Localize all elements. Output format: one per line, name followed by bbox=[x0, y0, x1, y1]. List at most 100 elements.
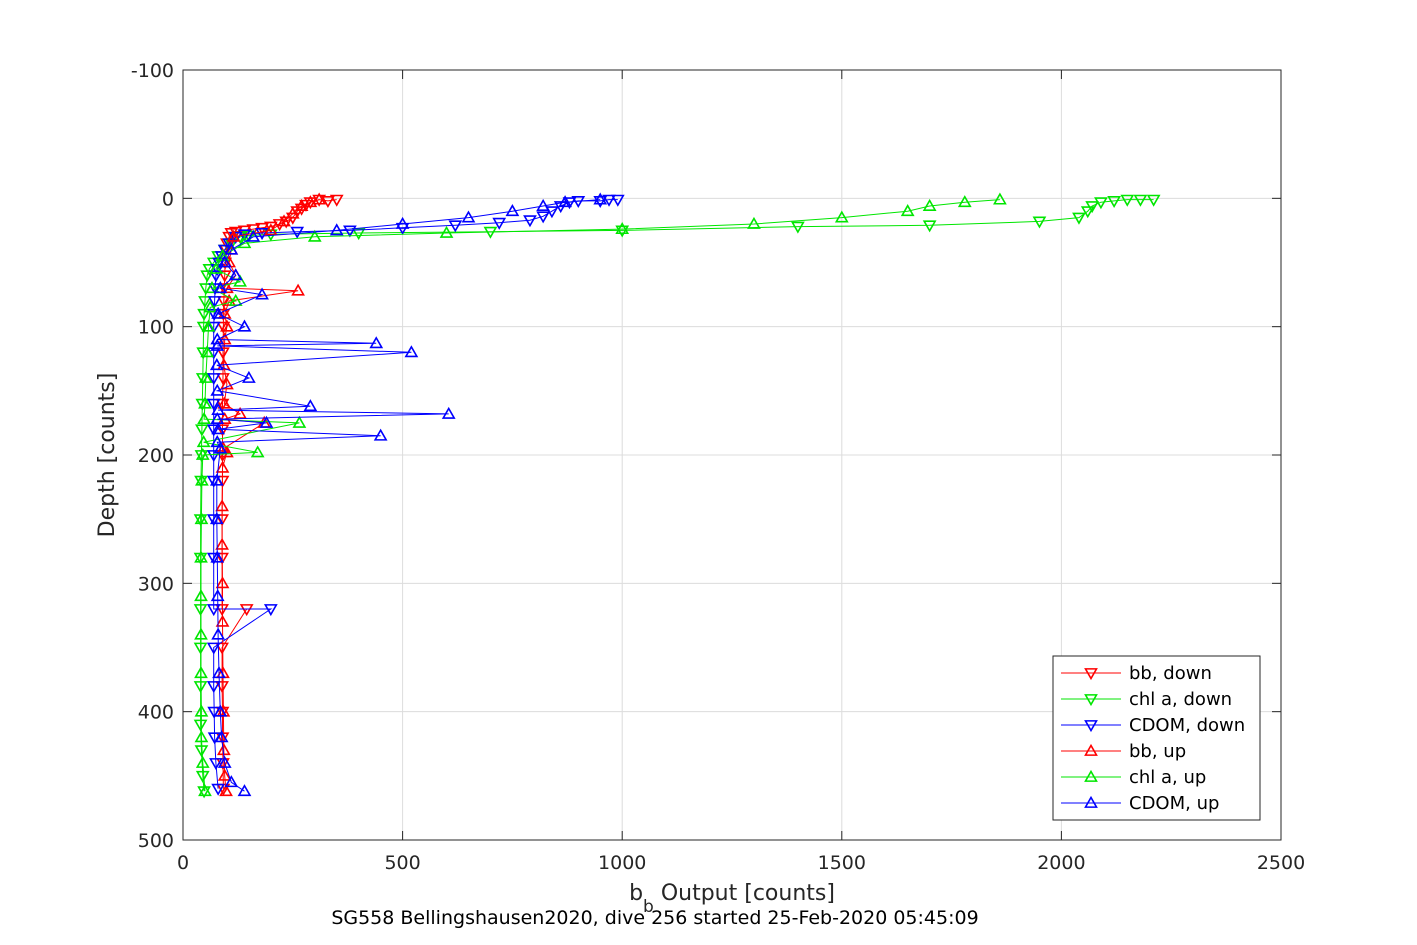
data-point bbox=[536, 198, 551, 211]
x-tick-label: 1500 bbox=[818, 852, 866, 874]
data-point bbox=[201, 319, 216, 332]
data-point bbox=[206, 552, 221, 565]
legend-marker bbox=[1084, 795, 1098, 808]
legend-marker bbox=[1084, 720, 1098, 733]
data-point bbox=[277, 214, 291, 227]
data-point bbox=[373, 428, 388, 441]
data-point bbox=[239, 604, 254, 617]
data-point bbox=[615, 225, 630, 238]
data-point bbox=[1094, 197, 1108, 210]
data-point bbox=[206, 450, 221, 463]
legend-item: bb, up bbox=[1061, 741, 1186, 762]
data-point bbox=[237, 784, 252, 797]
y-axis-label: Depth [counts] bbox=[95, 373, 120, 538]
data-point bbox=[224, 242, 239, 255]
data-point bbox=[209, 512, 224, 525]
data-point bbox=[290, 226, 305, 239]
x-axis-label-rest: Output [counts] bbox=[654, 881, 835, 906]
data-point bbox=[193, 681, 208, 694]
series-line bbox=[200, 199, 1000, 792]
data-point bbox=[294, 203, 309, 216]
data-point bbox=[196, 435, 211, 448]
data-point bbox=[303, 195, 318, 208]
legend: bb, down chl a, down CDOM, down bb, up chl a… bbox=[1052, 655, 1261, 821]
data-point bbox=[209, 758, 223, 771]
data-point bbox=[206, 642, 221, 655]
data-point bbox=[197, 308, 211, 321]
data-point bbox=[211, 422, 226, 435]
data-point bbox=[213, 281, 228, 294]
data-point bbox=[259, 415, 274, 428]
x-tick-label: 500 bbox=[384, 852, 420, 874]
data-point bbox=[228, 268, 243, 281]
data-point bbox=[211, 306, 226, 319]
data-point bbox=[194, 704, 209, 717]
data-point bbox=[217, 396, 232, 409]
data-point bbox=[211, 627, 226, 640]
data-point bbox=[993, 192, 1007, 205]
data-point bbox=[250, 445, 265, 458]
data-point bbox=[206, 681, 221, 694]
legend-item: CDOM, up bbox=[1061, 793, 1219, 814]
data-point bbox=[237, 319, 252, 332]
data-point bbox=[404, 345, 419, 358]
data-point bbox=[461, 210, 476, 223]
data-point bbox=[237, 236, 252, 249]
data-point bbox=[206, 398, 221, 411]
figure-caption: SG558 Bellingshausen2020, dive 256 start… bbox=[331, 907, 978, 929]
data-point bbox=[217, 755, 232, 768]
data-point bbox=[216, 296, 231, 309]
data-point bbox=[272, 219, 287, 232]
data-point bbox=[210, 435, 225, 448]
series-5 bbox=[209, 192, 608, 797]
data-point bbox=[210, 411, 225, 424]
data-point bbox=[329, 223, 344, 236]
data-point bbox=[195, 447, 210, 460]
data-point bbox=[343, 225, 357, 238]
data-point bbox=[220, 445, 234, 458]
data-point bbox=[216, 347, 230, 360]
data-point bbox=[900, 204, 915, 217]
data-point bbox=[255, 228, 269, 241]
data-point bbox=[255, 287, 269, 300]
data-point bbox=[321, 195, 335, 209]
data-point bbox=[369, 336, 384, 349]
data-point bbox=[957, 195, 972, 208]
data-point bbox=[263, 223, 278, 236]
legend-item: CDOM, down bbox=[1061, 715, 1245, 736]
series-4 bbox=[194, 192, 1007, 797]
data-point bbox=[220, 377, 234, 390]
data-point bbox=[209, 358, 224, 371]
data-point bbox=[206, 424, 221, 437]
data-point bbox=[217, 306, 232, 319]
series-line bbox=[215, 199, 601, 792]
data-point bbox=[263, 604, 278, 617]
data-point bbox=[220, 319, 234, 332]
x-axis-label: bb Output [counts] bbox=[629, 881, 835, 917]
legend-label: bb, up bbox=[1129, 741, 1186, 762]
data-point bbox=[217, 255, 232, 268]
y-tick-label: 400 bbox=[138, 702, 174, 724]
data-point bbox=[213, 441, 228, 454]
legend-marker bbox=[1084, 743, 1098, 756]
data-point bbox=[206, 604, 221, 617]
data-point bbox=[195, 770, 210, 783]
data-point bbox=[593, 195, 608, 209]
data-point bbox=[222, 293, 236, 306]
data-point bbox=[448, 220, 463, 233]
data-point bbox=[1080, 206, 1095, 219]
data-point bbox=[834, 210, 849, 223]
x-axis-label-subscript: b bbox=[643, 897, 654, 917]
data-point bbox=[203, 300, 218, 313]
data-point bbox=[196, 347, 211, 360]
data-point bbox=[198, 396, 212, 409]
data-point bbox=[213, 704, 228, 717]
data-point bbox=[922, 220, 937, 233]
legend-label: bb, down bbox=[1129, 663, 1212, 684]
y-tick-label: -100 bbox=[131, 60, 174, 82]
data-point bbox=[206, 373, 221, 386]
data-point bbox=[1072, 212, 1086, 225]
data-point bbox=[351, 228, 366, 241]
data-point bbox=[226, 229, 241, 242]
data-point bbox=[439, 225, 454, 238]
